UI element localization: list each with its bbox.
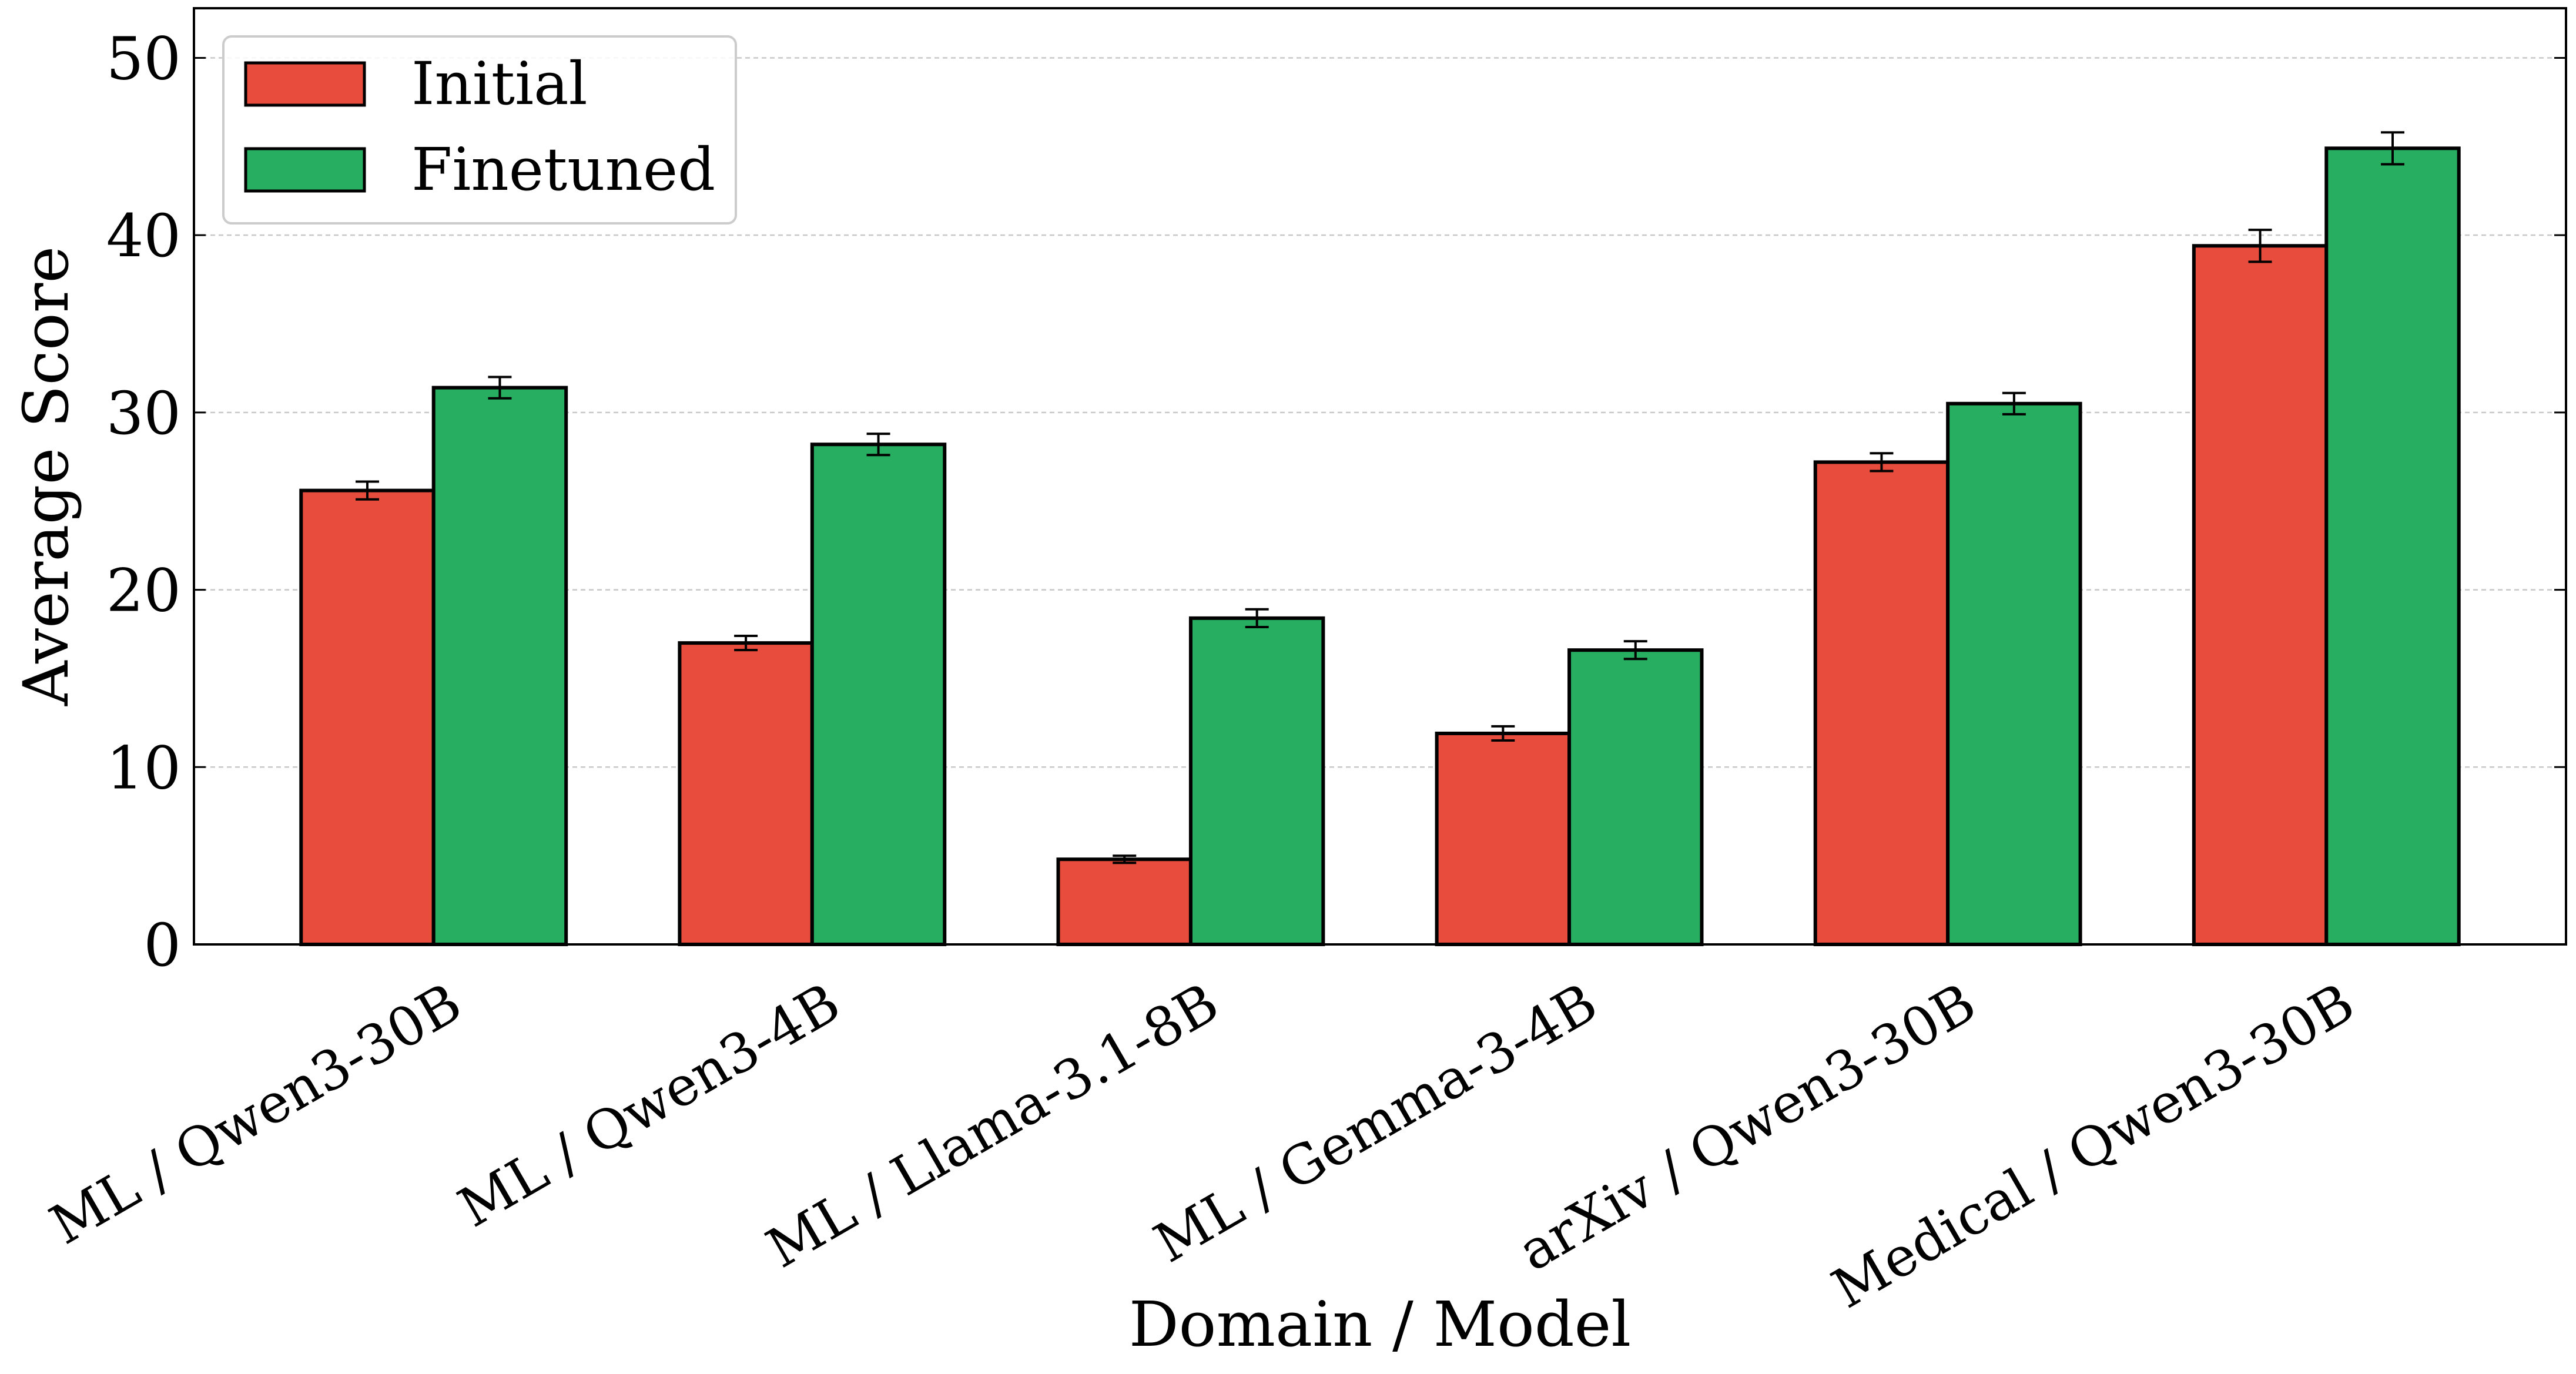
bar: [1567, 648, 1704, 946]
bar: [1946, 401, 2082, 946]
error-bar: [1491, 725, 1515, 742]
error-bar: [1870, 452, 1894, 472]
legend-swatch: [244, 147, 366, 193]
y-tick-label: 10: [106, 733, 181, 802]
x-tick-label: ML / Qwen3-30B: [40, 971, 472, 1256]
y-axis-label: Average Score: [10, 246, 82, 706]
x-axis-label: Domain / Model: [1129, 1288, 1632, 1360]
bar: [2324, 146, 2461, 947]
error-bar: [1245, 608, 1269, 628]
bar: [1435, 731, 1572, 946]
y-tick-label: 50: [106, 24, 181, 93]
bar: [1813, 460, 1950, 946]
legend-label: Initial: [411, 49, 588, 118]
bar: [1056, 857, 1192, 946]
bar: [431, 386, 568, 946]
error-bar: [2002, 391, 2026, 415]
x-tick-label: ML / Qwen3-4B: [448, 971, 850, 1239]
error-bar: [1623, 640, 1647, 661]
bar: [1188, 616, 1325, 946]
error-bar: [734, 635, 758, 652]
y-tick-label: 30: [106, 379, 181, 448]
y-tick-label: 0: [143, 911, 181, 980]
y-tick-label: 20: [106, 557, 181, 625]
error-bar: [866, 433, 890, 457]
legend-swatch: [244, 61, 366, 107]
bar: [299, 488, 436, 946]
error-bar: [2380, 131, 2404, 166]
y-tick-label: 40: [106, 202, 181, 270]
bar: [2192, 244, 2329, 947]
plot-frame: [193, 7, 2567, 946]
error-bar: [1113, 854, 1137, 864]
bar: [678, 641, 814, 946]
error-bar: [488, 376, 512, 400]
legend-label: Finetuned: [411, 135, 715, 204]
error-bar: [2248, 229, 2272, 263]
error-bar: [356, 480, 380, 501]
bar: [810, 443, 947, 946]
